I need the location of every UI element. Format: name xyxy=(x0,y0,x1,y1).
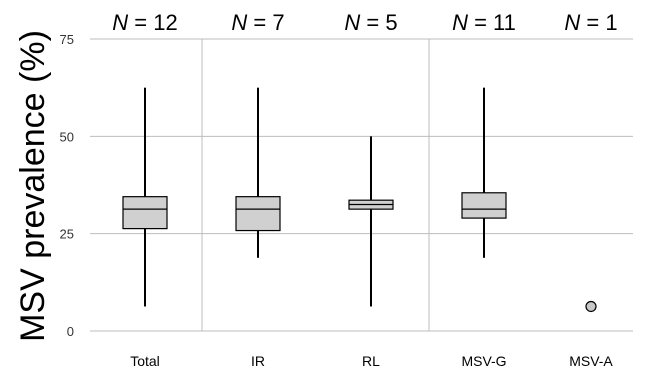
outlier-point-msv-a xyxy=(585,300,597,313)
n-label-msv-a: N = 1 xyxy=(564,10,617,35)
y-tick-label-50: 50 xyxy=(60,129,74,144)
box-series xyxy=(122,87,597,313)
n-symbol: N xyxy=(564,10,580,35)
n-symbol: N xyxy=(112,10,128,35)
n-value: = 5 xyxy=(360,10,397,35)
y-axis-label: MSV prevalence (%) xyxy=(14,30,52,342)
n-value: = 1 xyxy=(580,10,617,35)
n-value: = 12 xyxy=(128,10,178,35)
n-label-total: N = 12 xyxy=(112,10,177,35)
y-tick-labels: 0 25 50 75 xyxy=(60,32,74,339)
n-label-msv-g: N = 11 xyxy=(452,10,516,35)
n-label-ir: N = 7 xyxy=(231,10,284,35)
y-tick-label-75: 75 xyxy=(60,32,74,47)
category-label-total: Total xyxy=(130,353,160,369)
y-tick-label-0: 0 xyxy=(67,324,74,339)
n-symbol: N xyxy=(452,10,468,35)
n-symbol: N xyxy=(344,10,360,35)
box-total xyxy=(122,196,168,230)
category-label-rl: RL xyxy=(362,353,380,369)
box-msv-g xyxy=(461,192,507,219)
n-symbol: N xyxy=(231,10,247,35)
n-label-rl: N = 5 xyxy=(344,10,397,35)
category-label-ir: IR xyxy=(251,353,265,369)
group-dividers xyxy=(201,39,430,331)
category-label-msv-a: MSV-A xyxy=(569,353,613,369)
box-ir xyxy=(235,196,281,232)
gridlines xyxy=(90,38,633,332)
n-value: = 11 xyxy=(468,10,516,35)
category-label-msv-g: MSV-G xyxy=(461,353,506,369)
category-labels: Total IR RL MSV-G MSV-A xyxy=(130,353,613,369)
y-tick-label-25: 25 xyxy=(60,227,74,242)
n-value: = 7 xyxy=(247,10,284,35)
